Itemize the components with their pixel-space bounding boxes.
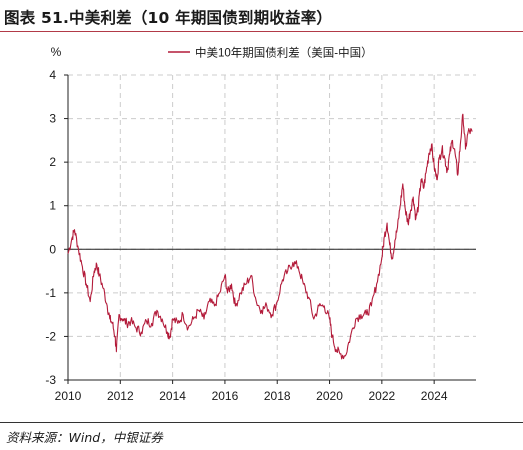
y-tick-label: 4 bbox=[49, 68, 56, 82]
line-chart: % 中美10年期国债利差（美国-中国） -3 -2 -1 0 1 2 3 4 2010 2012 2… bbox=[45, 45, 476, 403]
y-tick-label: -2 bbox=[45, 329, 56, 343]
x-tick-label: 2014 bbox=[159, 389, 186, 403]
tick-labels: -3 -2 -1 0 1 2 3 4 2010 2012 2014 2016 2018 2020 2022 2… bbox=[45, 68, 447, 403]
legend: 中美10年期国债利差（美国-中国） bbox=[168, 46, 373, 60]
y-tick-label: 2 bbox=[49, 155, 56, 169]
legend-label: 中美10年期国债利差（美国-中国） bbox=[195, 46, 373, 60]
x-tick-label: 2010 bbox=[55, 389, 82, 403]
figure-title: 图表 51.中美利差（10 年期国债到期收益率） bbox=[4, 9, 333, 27]
x-tick-label: 2022 bbox=[368, 389, 395, 403]
y-tick-label: 3 bbox=[49, 112, 56, 126]
x-tick-label: 2018 bbox=[264, 389, 291, 403]
series-line bbox=[67, 113, 473, 360]
title-rule bbox=[0, 31, 523, 32]
x-tick-label: 2012 bbox=[107, 389, 134, 403]
y-tick-label: -1 bbox=[45, 286, 56, 300]
grid bbox=[68, 74, 476, 380]
axes bbox=[64, 74, 476, 384]
y-tick-label: -3 bbox=[45, 373, 56, 387]
x-tick-label: 2016 bbox=[212, 389, 239, 403]
source-note: 资料来源：Wind，中银证券 bbox=[6, 430, 163, 445]
x-tick-label: 2020 bbox=[316, 389, 343, 403]
y-axis-label: % bbox=[51, 45, 62, 59]
y-tick-label: 1 bbox=[49, 199, 56, 213]
source-rule bbox=[0, 422, 523, 423]
y-tick-label: 0 bbox=[49, 242, 56, 256]
series-group bbox=[67, 113, 473, 360]
x-tick-label: 2024 bbox=[421, 389, 448, 403]
